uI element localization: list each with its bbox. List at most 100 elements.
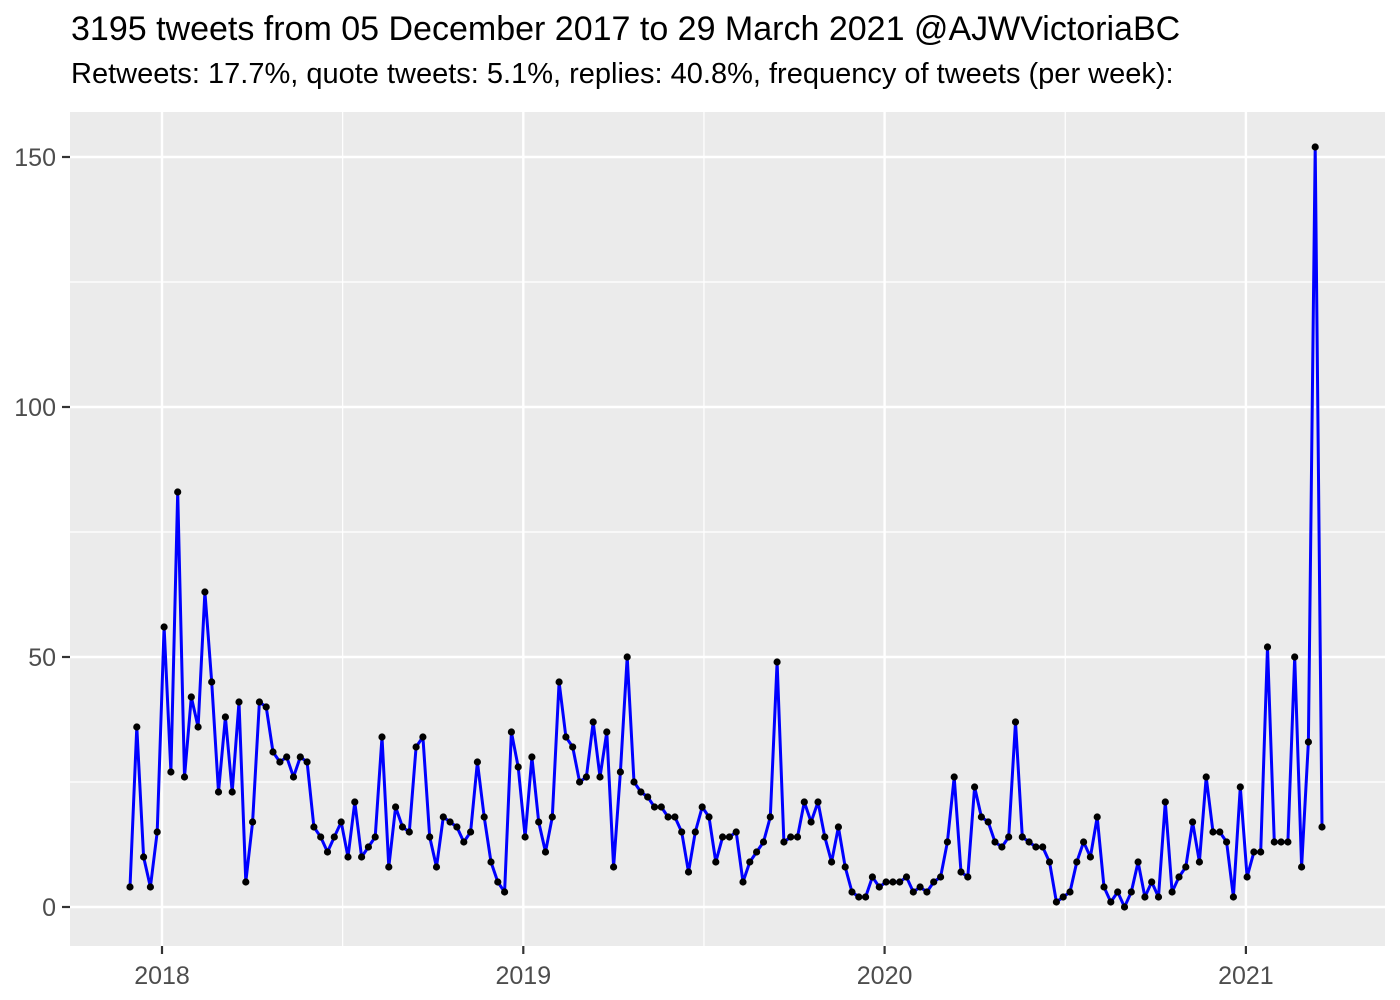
data-point xyxy=(937,873,945,881)
data-point xyxy=(473,758,481,766)
data-point xyxy=(589,718,597,726)
data-point xyxy=(398,823,407,831)
data-point xyxy=(664,813,672,821)
data-point xyxy=(1039,843,1047,851)
x-tick-label-2020: 2020 xyxy=(857,962,913,990)
data-point xyxy=(1086,853,1094,861)
data-point xyxy=(378,733,386,741)
data-point xyxy=(630,778,638,786)
data-point xyxy=(1052,898,1060,906)
data-point xyxy=(344,853,352,861)
data-point xyxy=(1073,858,1081,866)
data-point xyxy=(1127,888,1135,896)
data-point xyxy=(725,833,734,841)
data-point xyxy=(1216,828,1224,836)
data-point xyxy=(739,878,747,886)
data-point xyxy=(405,828,413,836)
data-point xyxy=(1236,783,1244,791)
chart-subtitle: Retweets: 17.7%, quote tweets: 5.1%, rep… xyxy=(71,58,1174,90)
data-point xyxy=(1066,888,1074,896)
data-point xyxy=(569,743,577,751)
data-point xyxy=(228,788,236,796)
data-point xyxy=(1107,898,1115,906)
data-point xyxy=(1148,878,1156,886)
x-tick-label-2019: 2019 xyxy=(495,962,551,990)
data-point xyxy=(317,833,325,841)
data-point xyxy=(1154,893,1163,901)
data-point xyxy=(848,888,856,896)
data-point xyxy=(1209,828,1217,836)
data-point xyxy=(1168,888,1176,896)
data-point xyxy=(684,868,693,876)
data-point xyxy=(719,833,727,841)
data-point xyxy=(535,818,543,826)
data-point xyxy=(167,768,175,776)
data-point xyxy=(194,723,202,731)
data-point xyxy=(1195,858,1203,866)
data-point xyxy=(249,818,257,826)
data-point xyxy=(1161,798,1169,806)
data-point xyxy=(1182,863,1190,871)
data-point xyxy=(392,803,400,811)
data-point xyxy=(126,883,134,891)
data-point xyxy=(1311,143,1319,151)
data-point xyxy=(1304,738,1312,746)
data-point xyxy=(1005,833,1013,841)
data-point xyxy=(902,873,911,881)
data-point xyxy=(1032,843,1040,851)
data-point xyxy=(548,813,556,821)
data-point xyxy=(1114,888,1122,896)
data-point xyxy=(576,778,584,786)
data-point xyxy=(289,773,298,781)
x-tick-label-2021: 2021 xyxy=(1218,962,1274,990)
data-point xyxy=(807,818,815,826)
data-point xyxy=(637,788,645,796)
data-point xyxy=(698,803,706,811)
data-point xyxy=(1270,838,1278,846)
data-point xyxy=(787,833,795,841)
data-point xyxy=(562,733,570,741)
data-point xyxy=(671,813,679,821)
data-point xyxy=(678,828,686,836)
data-point xyxy=(351,798,359,806)
data-point xyxy=(153,828,161,836)
data-point xyxy=(657,803,665,811)
data-point xyxy=(385,863,393,871)
data-point xyxy=(1120,903,1129,911)
data-point xyxy=(555,678,563,686)
data-point xyxy=(235,698,243,706)
data-point xyxy=(834,823,843,831)
plot-panel xyxy=(70,112,1385,946)
data-point xyxy=(916,883,924,891)
data-point xyxy=(528,753,536,761)
data-point xyxy=(773,658,781,666)
data-point xyxy=(746,858,754,866)
data-point xyxy=(1189,818,1197,826)
data-point xyxy=(957,868,965,876)
data-point xyxy=(1018,833,1026,841)
data-point xyxy=(160,623,168,631)
data-point xyxy=(875,883,883,891)
data-point xyxy=(221,713,229,721)
data-point xyxy=(1011,718,1020,726)
data-point xyxy=(603,728,611,736)
data-point xyxy=(521,833,529,841)
data-point xyxy=(541,848,550,856)
y-tick-label-50: 50 xyxy=(28,644,56,672)
data-point xyxy=(460,838,468,846)
data-point xyxy=(330,833,338,841)
data-point xyxy=(984,818,992,826)
data-point xyxy=(712,858,720,866)
data-point xyxy=(998,843,1006,851)
data-point xyxy=(1284,838,1292,846)
data-point xyxy=(262,703,270,711)
data-point xyxy=(214,788,223,796)
data-point xyxy=(800,798,808,806)
data-point xyxy=(930,878,938,886)
data-point xyxy=(208,678,216,686)
data-point xyxy=(991,838,999,846)
data-point xyxy=(439,813,447,821)
data-point xyxy=(650,803,659,811)
data-point xyxy=(432,863,441,871)
